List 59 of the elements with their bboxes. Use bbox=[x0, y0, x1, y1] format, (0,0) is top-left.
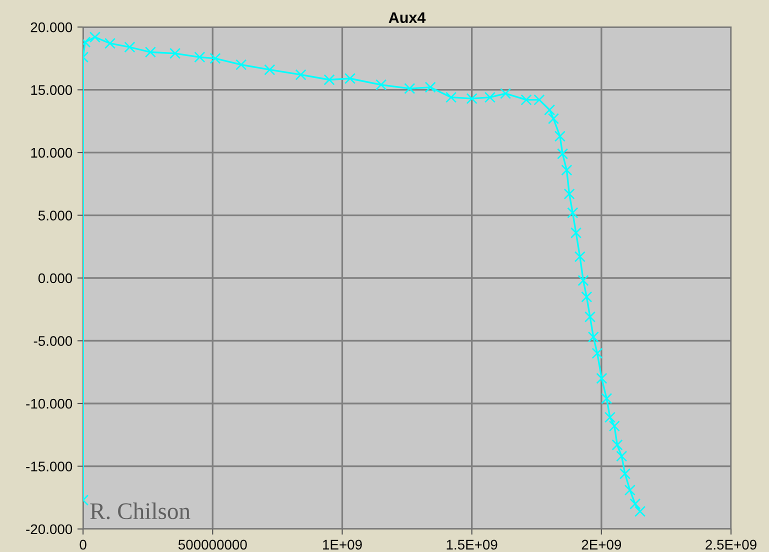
point bbox=[584, 311, 596, 322]
point bbox=[170, 48, 181, 59]
point bbox=[616, 450, 628, 462]
point bbox=[124, 42, 136, 53]
y-tick-label: 10.000 bbox=[31, 148, 72, 158]
point bbox=[604, 412, 616, 423]
y-tick-label: 15.000 bbox=[31, 85, 72, 95]
chart-title: Aux4 bbox=[388, 12, 426, 24]
point bbox=[104, 38, 116, 49]
y-tick-label: -20.000 bbox=[26, 524, 72, 534]
point bbox=[619, 468, 631, 480]
point bbox=[484, 92, 496, 103]
point bbox=[344, 72, 356, 84]
y-tick-label: -5.000 bbox=[34, 336, 72, 346]
point bbox=[554, 130, 566, 142]
point bbox=[236, 59, 247, 70]
point bbox=[424, 82, 436, 93]
annotation: R. Chilson bbox=[90, 502, 190, 520]
point bbox=[612, 439, 623, 450]
point bbox=[264, 64, 276, 76]
point bbox=[564, 188, 575, 200]
point bbox=[324, 74, 335, 86]
x-tick-label: 2.5E+09 bbox=[706, 540, 756, 550]
point bbox=[556, 148, 568, 160]
y-tick-label: -10.000 bbox=[26, 398, 72, 409]
y-tick-label: 20.000 bbox=[30, 22, 72, 32]
point bbox=[466, 93, 478, 104]
point bbox=[570, 227, 582, 238]
point bbox=[624, 484, 636, 496]
point bbox=[194, 52, 206, 63]
x-tick-label: 500000000 bbox=[178, 540, 247, 550]
point bbox=[634, 506, 646, 517]
point bbox=[578, 274, 589, 286]
x-tick-label: 1E+09 bbox=[323, 540, 362, 550]
point bbox=[544, 104, 556, 116]
y-tick-label: 0.000 bbox=[38, 273, 72, 284]
y-tick-label: -15.000 bbox=[26, 462, 72, 472]
point bbox=[404, 82, 416, 94]
point bbox=[144, 46, 156, 58]
point bbox=[567, 207, 578, 218]
point bbox=[446, 92, 457, 103]
point bbox=[608, 420, 620, 432]
x-tick-label: 2E+09 bbox=[582, 540, 622, 550]
point bbox=[601, 392, 612, 404]
y-tick-label: 5.000 bbox=[38, 210, 72, 220]
point bbox=[574, 251, 586, 262]
point bbox=[89, 32, 101, 43]
point bbox=[561, 164, 572, 176]
point bbox=[581, 291, 592, 302]
point bbox=[500, 88, 512, 100]
point bbox=[295, 69, 306, 80]
point bbox=[588, 331, 599, 343]
x-tick-label: 0 bbox=[80, 540, 86, 550]
point bbox=[596, 372, 608, 384]
point bbox=[376, 79, 387, 90]
point bbox=[592, 348, 603, 359]
point bbox=[210, 52, 221, 64]
point bbox=[548, 113, 560, 124]
x-tick-label: 1.5E+09 bbox=[446, 540, 498, 550]
